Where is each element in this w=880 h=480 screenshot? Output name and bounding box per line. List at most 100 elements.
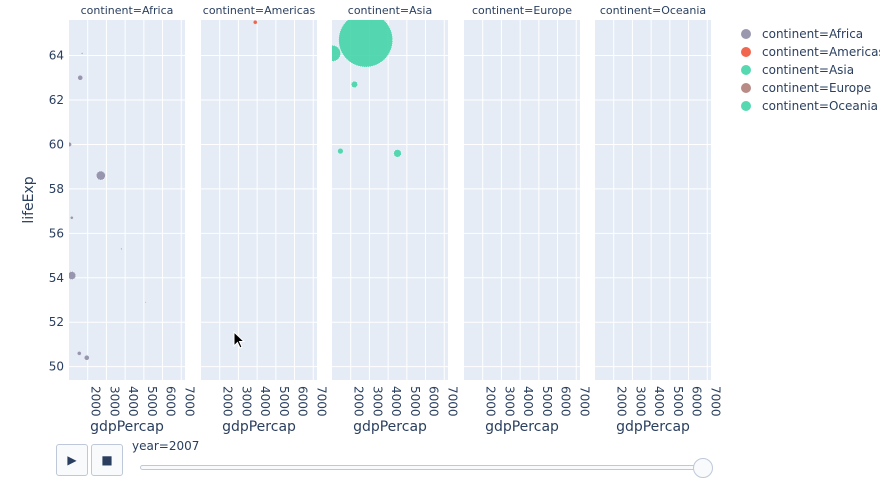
data-point xyxy=(96,170,106,181)
legend-marker xyxy=(741,65,751,75)
x-tick-label: 6000 xyxy=(690,386,704,417)
legend-label: continent=Africa xyxy=(762,27,863,41)
facet-panel: 2000 3000 4000 5000 6000 7000 continent=Oceani… xyxy=(595,4,722,435)
x-tick-label: 3000 xyxy=(502,386,516,417)
data-point xyxy=(120,247,123,250)
stop-icon: ■ xyxy=(101,453,113,467)
facet-panel: 2000 3000 4000 5000 6000 7000 continent=Americ… xyxy=(201,4,328,435)
y-tick-label: 64 xyxy=(49,49,64,63)
x-axis-title: gdpPercap xyxy=(222,419,296,435)
x-axis-title: gdpPercap xyxy=(485,419,559,435)
legend-item: continent=Oceania xyxy=(741,99,878,113)
x-tick-label: 7000 xyxy=(182,386,196,417)
x-tick-label: 4000 xyxy=(258,386,272,417)
y-tick-label: 60 xyxy=(49,137,64,151)
x-tick-label: 2000 xyxy=(221,386,235,417)
x-tick-label: 7000 xyxy=(314,386,328,417)
plot-background xyxy=(201,20,317,380)
data-point xyxy=(81,52,84,55)
x-tick-label: 5000 xyxy=(671,386,685,417)
facet-panel: 2000 3000 4000 5000 6000 7000 continent=Asia gd… xyxy=(332,4,459,435)
legend-item: continent=Asia xyxy=(741,63,854,77)
x-tick-label: 3000 xyxy=(633,386,647,417)
legend-item: continent=Europe xyxy=(741,81,871,95)
x-tick-label: 5000 xyxy=(408,386,422,417)
year-slider-handle[interactable] xyxy=(693,458,713,478)
y-tick-label: 54 xyxy=(49,271,64,285)
marker-group xyxy=(69,52,147,361)
facet-title: continent=Oceania xyxy=(600,4,706,17)
data-point xyxy=(350,80,358,88)
marker-group xyxy=(332,20,402,158)
y-tick-label: 50 xyxy=(49,360,64,374)
legend-label: continent=Europe xyxy=(762,81,871,95)
legend-label: continent=Americas xyxy=(762,45,880,59)
x-axis-title: gdpPercap xyxy=(353,419,427,435)
legend-marker xyxy=(741,29,751,39)
legend-marker xyxy=(741,101,751,111)
data-point xyxy=(69,271,77,280)
data-point xyxy=(77,351,82,356)
data-point xyxy=(84,355,90,361)
x-tick-label: 2000 xyxy=(615,386,629,417)
legend-item: continent=Africa xyxy=(741,27,863,41)
plot-background xyxy=(595,20,711,380)
data-point xyxy=(393,149,402,158)
play-icon: ▶ xyxy=(67,453,77,467)
plot-background xyxy=(332,20,448,380)
x-tick-label: 7000 xyxy=(445,386,459,417)
stop-button[interactable]: ■ xyxy=(91,444,123,476)
x-tick-label: 4000 xyxy=(521,386,535,417)
x-tick-label: 4000 xyxy=(652,386,666,417)
data-point xyxy=(337,148,344,155)
facet-title: continent=Americas xyxy=(203,4,316,17)
data-point xyxy=(338,20,393,68)
x-tick-label: 6000 xyxy=(559,386,573,417)
x-tick-label: 3000 xyxy=(107,386,121,417)
x-tick-label: 2000 xyxy=(352,386,366,417)
year-slider-track[interactable] xyxy=(140,465,706,470)
plot-background xyxy=(464,20,580,380)
y-tick-label: 52 xyxy=(49,315,64,329)
data-point xyxy=(253,20,258,25)
data-point xyxy=(332,45,341,62)
facet-title: continent=Europe xyxy=(472,4,572,17)
legend-marker xyxy=(741,83,751,93)
x-tick-label: 5000 xyxy=(277,386,291,417)
x-tick-label: 3000 xyxy=(239,386,253,417)
legend-label: continent=Oceania xyxy=(762,99,878,113)
x-tick-label: 5000 xyxy=(540,386,554,417)
x-tick-label: 2000 xyxy=(89,386,103,417)
y-tick-label: 58 xyxy=(49,182,64,196)
x-tick-label: 6000 xyxy=(296,386,310,417)
data-point xyxy=(77,75,83,81)
x-tick-label: 4000 xyxy=(126,386,140,417)
facet-title: continent=Africa xyxy=(81,4,174,17)
facet-panel: 2000 3000 4000 5000 6000 7000 continent=Europe… xyxy=(464,4,591,435)
data-point xyxy=(69,142,72,147)
x-tick-label: 4000 xyxy=(389,386,403,417)
y-axis-title: lifeExp xyxy=(21,176,37,223)
x-tick-label: 7000 xyxy=(577,386,591,417)
data-point xyxy=(144,301,147,303)
x-tick-label: 6000 xyxy=(427,386,441,417)
legend-item: continent=Americas xyxy=(741,45,880,59)
marker-group xyxy=(253,20,258,25)
plot-background xyxy=(69,20,185,380)
x-axis-title: gdpPercap xyxy=(90,419,164,435)
mouse-cursor-icon xyxy=(233,331,246,349)
x-tick-label: 3000 xyxy=(370,386,384,417)
x-tick-label: 2000 xyxy=(484,386,498,417)
slider-label: year=2007 xyxy=(132,439,200,453)
x-tick-label: 6000 xyxy=(164,386,178,417)
facet-panel: 2000 3000 4000 5000 6000 7000 continent=Africa… xyxy=(69,4,196,435)
y-tick-label: 56 xyxy=(49,226,64,240)
x-tick-label: 7000 xyxy=(708,386,722,417)
x-axis-title: gdpPercap xyxy=(616,419,690,435)
x-tick-label: 5000 xyxy=(145,386,159,417)
play-button[interactable]: ▶ xyxy=(56,444,88,476)
legend-label: continent=Asia xyxy=(762,63,854,77)
facet-title: continent=Asia xyxy=(348,4,432,17)
y-tick-label: 62 xyxy=(49,93,64,107)
